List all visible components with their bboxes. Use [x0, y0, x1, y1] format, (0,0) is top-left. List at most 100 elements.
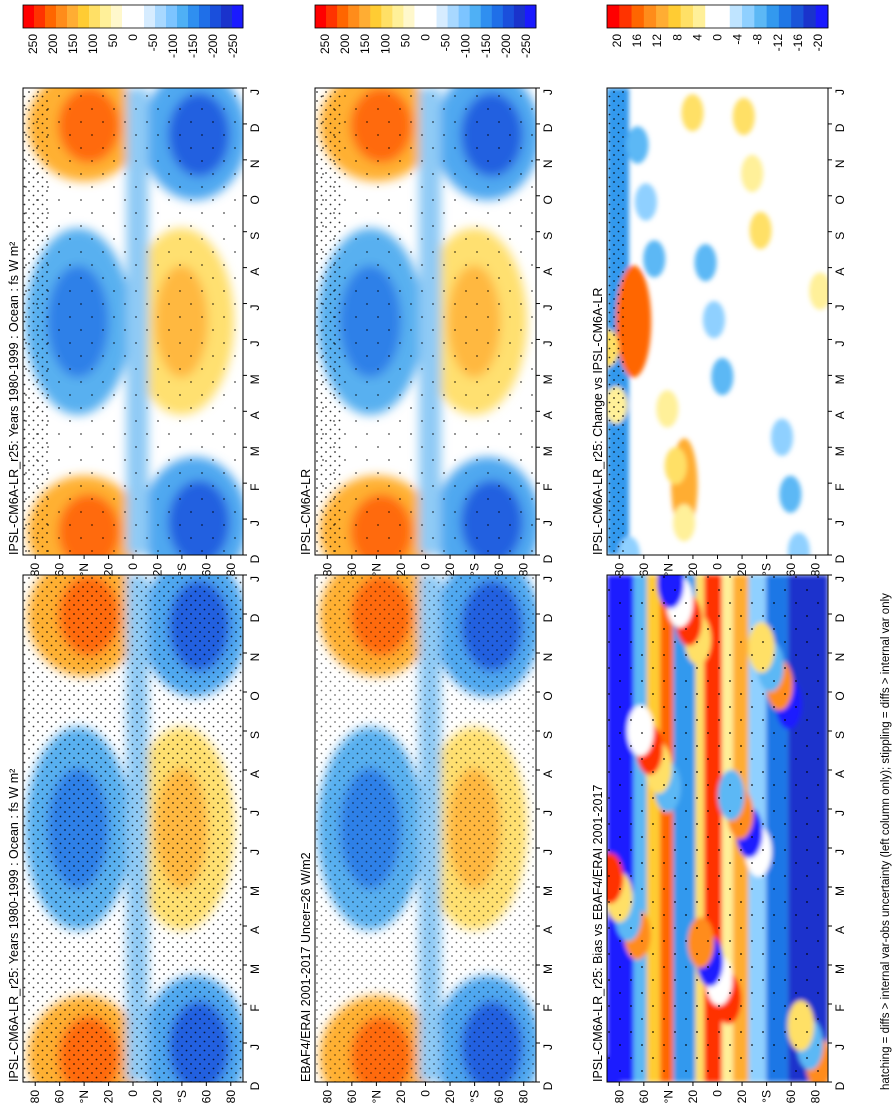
colorbar-swatch — [381, 5, 393, 28]
month-label: A — [541, 770, 555, 778]
month-label: S — [833, 731, 847, 739]
colorbar-swatch — [425, 5, 438, 28]
panel-title: IPSL-CM6A-LR_r25: Bias vs EBAF4/ERAI 200… — [591, 785, 605, 1082]
colorbar-swatch — [803, 5, 817, 28]
heatmap-field — [23, 575, 243, 1082]
month-label: D — [541, 123, 555, 132]
month-label: J — [248, 810, 262, 816]
lat-label: °N — [369, 1090, 383, 1103]
change-blob — [711, 357, 734, 396]
colorbar-label: 200 — [46, 34, 60, 54]
colorbar-swatch — [199, 5, 211, 28]
panel-title: IPSL-CM6A-LR_r25: Years 1980-1999 : Ocea… — [7, 769, 21, 1082]
lat-label: 80 — [320, 1090, 334, 1104]
heatmap-field — [23, 88, 243, 555]
lat-label: 60 — [784, 1090, 798, 1104]
colorbar-label: 0 — [711, 34, 725, 41]
colorbar: 250 200 150 100 50 0 -50 -100 -150 -200 -250 — [22, 4, 244, 58]
colorbar-swatch — [778, 5, 792, 28]
month-label: J — [248, 340, 262, 346]
month-label: F — [833, 1004, 847, 1011]
lat-label: 80 — [28, 1090, 42, 1104]
month-label: O — [541, 691, 555, 700]
month-label: J — [541, 576, 555, 582]
colorbar-label: -50 — [439, 34, 453, 52]
lat-label: 20 — [150, 563, 164, 577]
month-label: M — [248, 886, 262, 896]
change-blob — [787, 532, 810, 555]
month-label: N — [833, 160, 847, 169]
colorbar-swatch — [210, 5, 222, 28]
lat-label: °S — [175, 563, 189, 576]
change-blob — [656, 390, 679, 428]
heatmap-field — [315, 88, 536, 555]
colorbar-swatch — [491, 5, 504, 28]
month-label: F — [248, 483, 262, 490]
colorbar-swatch — [524, 5, 537, 28]
colorbar-label: 4 — [690, 34, 704, 41]
change-blob — [702, 300, 726, 339]
month-label: S — [541, 232, 555, 240]
colorbar-swatch — [67, 5, 79, 28]
month-label: D — [833, 613, 847, 622]
colorbar-swatch — [337, 5, 349, 28]
footer-note: hatching = diffs > internal var-obs unce… — [880, 593, 892, 1090]
lat-label: 20 — [686, 1090, 700, 1104]
colorbar-label: 50 — [106, 34, 120, 48]
month-label: J — [833, 305, 847, 311]
lat-label: °S — [175, 1090, 189, 1103]
change-blob — [770, 418, 794, 456]
panel-title: IPSL-CM6A-LR_r25: Change vs IPSL-CM6A-LR — [591, 288, 605, 555]
stipple-hatching — [607, 88, 625, 555]
month-label: M — [833, 886, 847, 896]
month-label: M — [541, 374, 555, 384]
colorbar-swatch — [155, 5, 167, 28]
colorbar-swatch — [705, 5, 718, 28]
change-blob — [681, 94, 704, 132]
stipple-hatching — [315, 575, 536, 1082]
lat-label: 80 — [809, 563, 823, 577]
lat-label: 60 — [637, 563, 651, 577]
month-label: J — [833, 520, 847, 526]
lat-label: 20 — [735, 1090, 749, 1104]
month-label: J — [833, 340, 847, 346]
month-label: D — [541, 554, 555, 563]
month-label: D — [248, 123, 262, 132]
lat-label: 80 — [517, 1090, 531, 1104]
stipple-sparse — [23, 88, 243, 555]
colorbar-label: -150 — [186, 34, 200, 58]
lat-label: 0 — [711, 1090, 725, 1097]
month-label: J — [248, 576, 262, 582]
month-label: J — [833, 1044, 847, 1050]
month-label: D — [248, 554, 262, 563]
colorbar-swatch — [791, 5, 804, 28]
lat-label: 60 — [345, 563, 359, 577]
month-label: M — [248, 446, 262, 456]
colorbar-swatch — [502, 5, 515, 28]
lat-label: 80 — [517, 563, 531, 577]
colorbar-swatch — [815, 5, 829, 28]
colorbar-swatch — [619, 5, 633, 28]
month-label: D — [541, 1081, 555, 1090]
lat-label: 60 — [784, 563, 798, 577]
month-label: J — [541, 849, 555, 855]
colorbar-swatch — [403, 5, 415, 28]
month-label: A — [833, 926, 847, 934]
colorbar-swatch — [166, 5, 178, 28]
lat-label: 20 — [443, 563, 457, 577]
month-label: M — [248, 964, 262, 974]
month-label: J — [833, 576, 847, 582]
month-label: S — [248, 731, 262, 739]
lat-label: 20 — [443, 1090, 457, 1104]
panel-obs: D J F M A M J J A S O N D J 80 60 °N 20 0 20 °S 60 80 EBAF4/ERA… — [299, 491, 555, 1104]
colorbar-label: 150 — [358, 34, 372, 54]
lat-label: 60 — [492, 1090, 506, 1104]
change-blob — [626, 126, 649, 164]
month-label: S — [248, 232, 262, 240]
lat-label: 0 — [126, 1090, 140, 1097]
month-label: A — [833, 770, 847, 778]
colorbar-swatch — [56, 5, 68, 28]
change-blob — [664, 447, 687, 485]
colorbar-swatch — [359, 5, 371, 28]
